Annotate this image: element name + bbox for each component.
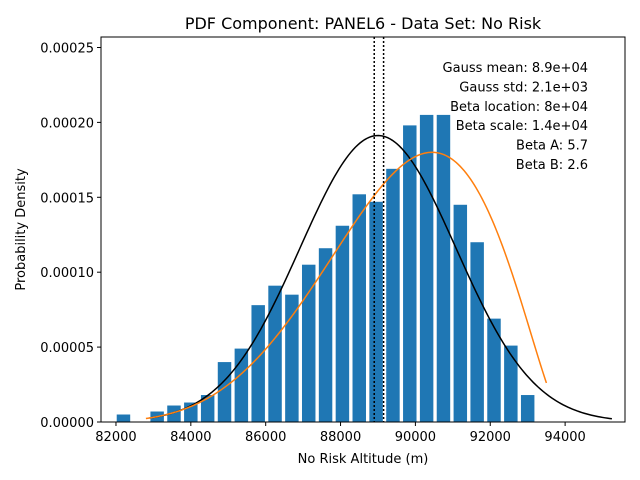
annotation-text: Beta scale: 1.4e+04 (456, 119, 588, 134)
histogram-bar (251, 305, 265, 422)
vlines-group (373, 37, 385, 422)
histogram-bar (167, 405, 181, 422)
y-axis-ticks: 0.00000 0.00005 0.00010 0.00015 0.00020 0.000… (40, 41, 101, 431)
annotation-text: Gauss std: 2.1e+03 (459, 80, 588, 95)
histogram-bar (470, 242, 484, 422)
x-tick-label: 82000 (95, 430, 136, 445)
x-tick-label: 86000 (245, 430, 286, 445)
histogram-bar (301, 264, 316, 422)
annotation-text: Beta A: 5.7 (516, 139, 588, 154)
y-tick-label: 0.00020 (40, 116, 94, 131)
x-axis-ticks: 82000 84000 86000 88000 90000 92000 94000 (95, 422, 586, 445)
annotation-text: Gauss mean: 8.9e+04 (443, 61, 588, 76)
x-tick-label: 90000 (395, 430, 436, 445)
histogram-bar (403, 125, 417, 422)
gauss-pdf-line (149, 134, 612, 420)
chart-title: PDF Component: PANEL6 - Data Set: No Ris… (185, 14, 542, 33)
y-tick-label: 0.00015 (40, 191, 94, 206)
y-tick-label: 0.00010 (40, 266, 94, 281)
histogram-bar (386, 168, 400, 422)
histogram-bar (335, 225, 350, 422)
y-tick-label: 0.00000 (40, 416, 94, 431)
histogram-bar (369, 201, 383, 422)
beta-pdf-line (145, 151, 548, 420)
histogram-bar (268, 285, 282, 422)
x-tick-label: 88000 (320, 430, 361, 445)
annotation-text: Beta B: 2.6 (516, 158, 588, 173)
x-axis-label: No Risk Altitude (m) (298, 452, 429, 467)
x-tick-label: 84000 (170, 430, 211, 445)
histogram-bar (200, 395, 215, 422)
y-tick-label: 0.00005 (40, 341, 94, 356)
annotation-box: Gauss mean: 8.9e+04 Gauss std: 2.1e+03 Bet… (443, 61, 588, 173)
x-tick-label: 94000 (544, 430, 585, 445)
histogram-bar (234, 348, 249, 422)
histogram-bar (352, 194, 366, 422)
plot-frame (100, 36, 626, 423)
curves-group (145, 134, 612, 420)
histogram-bar (285, 294, 299, 422)
histogram-bar (116, 414, 131, 422)
histogram-bar (453, 204, 468, 422)
histogram-bar (436, 114, 451, 423)
x-tick-label: 92000 (470, 430, 511, 445)
histogram-bar (217, 362, 232, 422)
y-tick-label: 0.00025 (40, 41, 94, 56)
annotation-text: Beta location: 8e+04 (450, 100, 588, 115)
histogram-bar (504, 345, 518, 422)
bars-group (116, 114, 535, 423)
histogram-bar (419, 114, 434, 423)
histogram-bar (318, 248, 333, 422)
histogram-bar (520, 395, 535, 422)
histogram-bar (487, 318, 501, 422)
y-axis-label: Probability Density (14, 168, 29, 291)
